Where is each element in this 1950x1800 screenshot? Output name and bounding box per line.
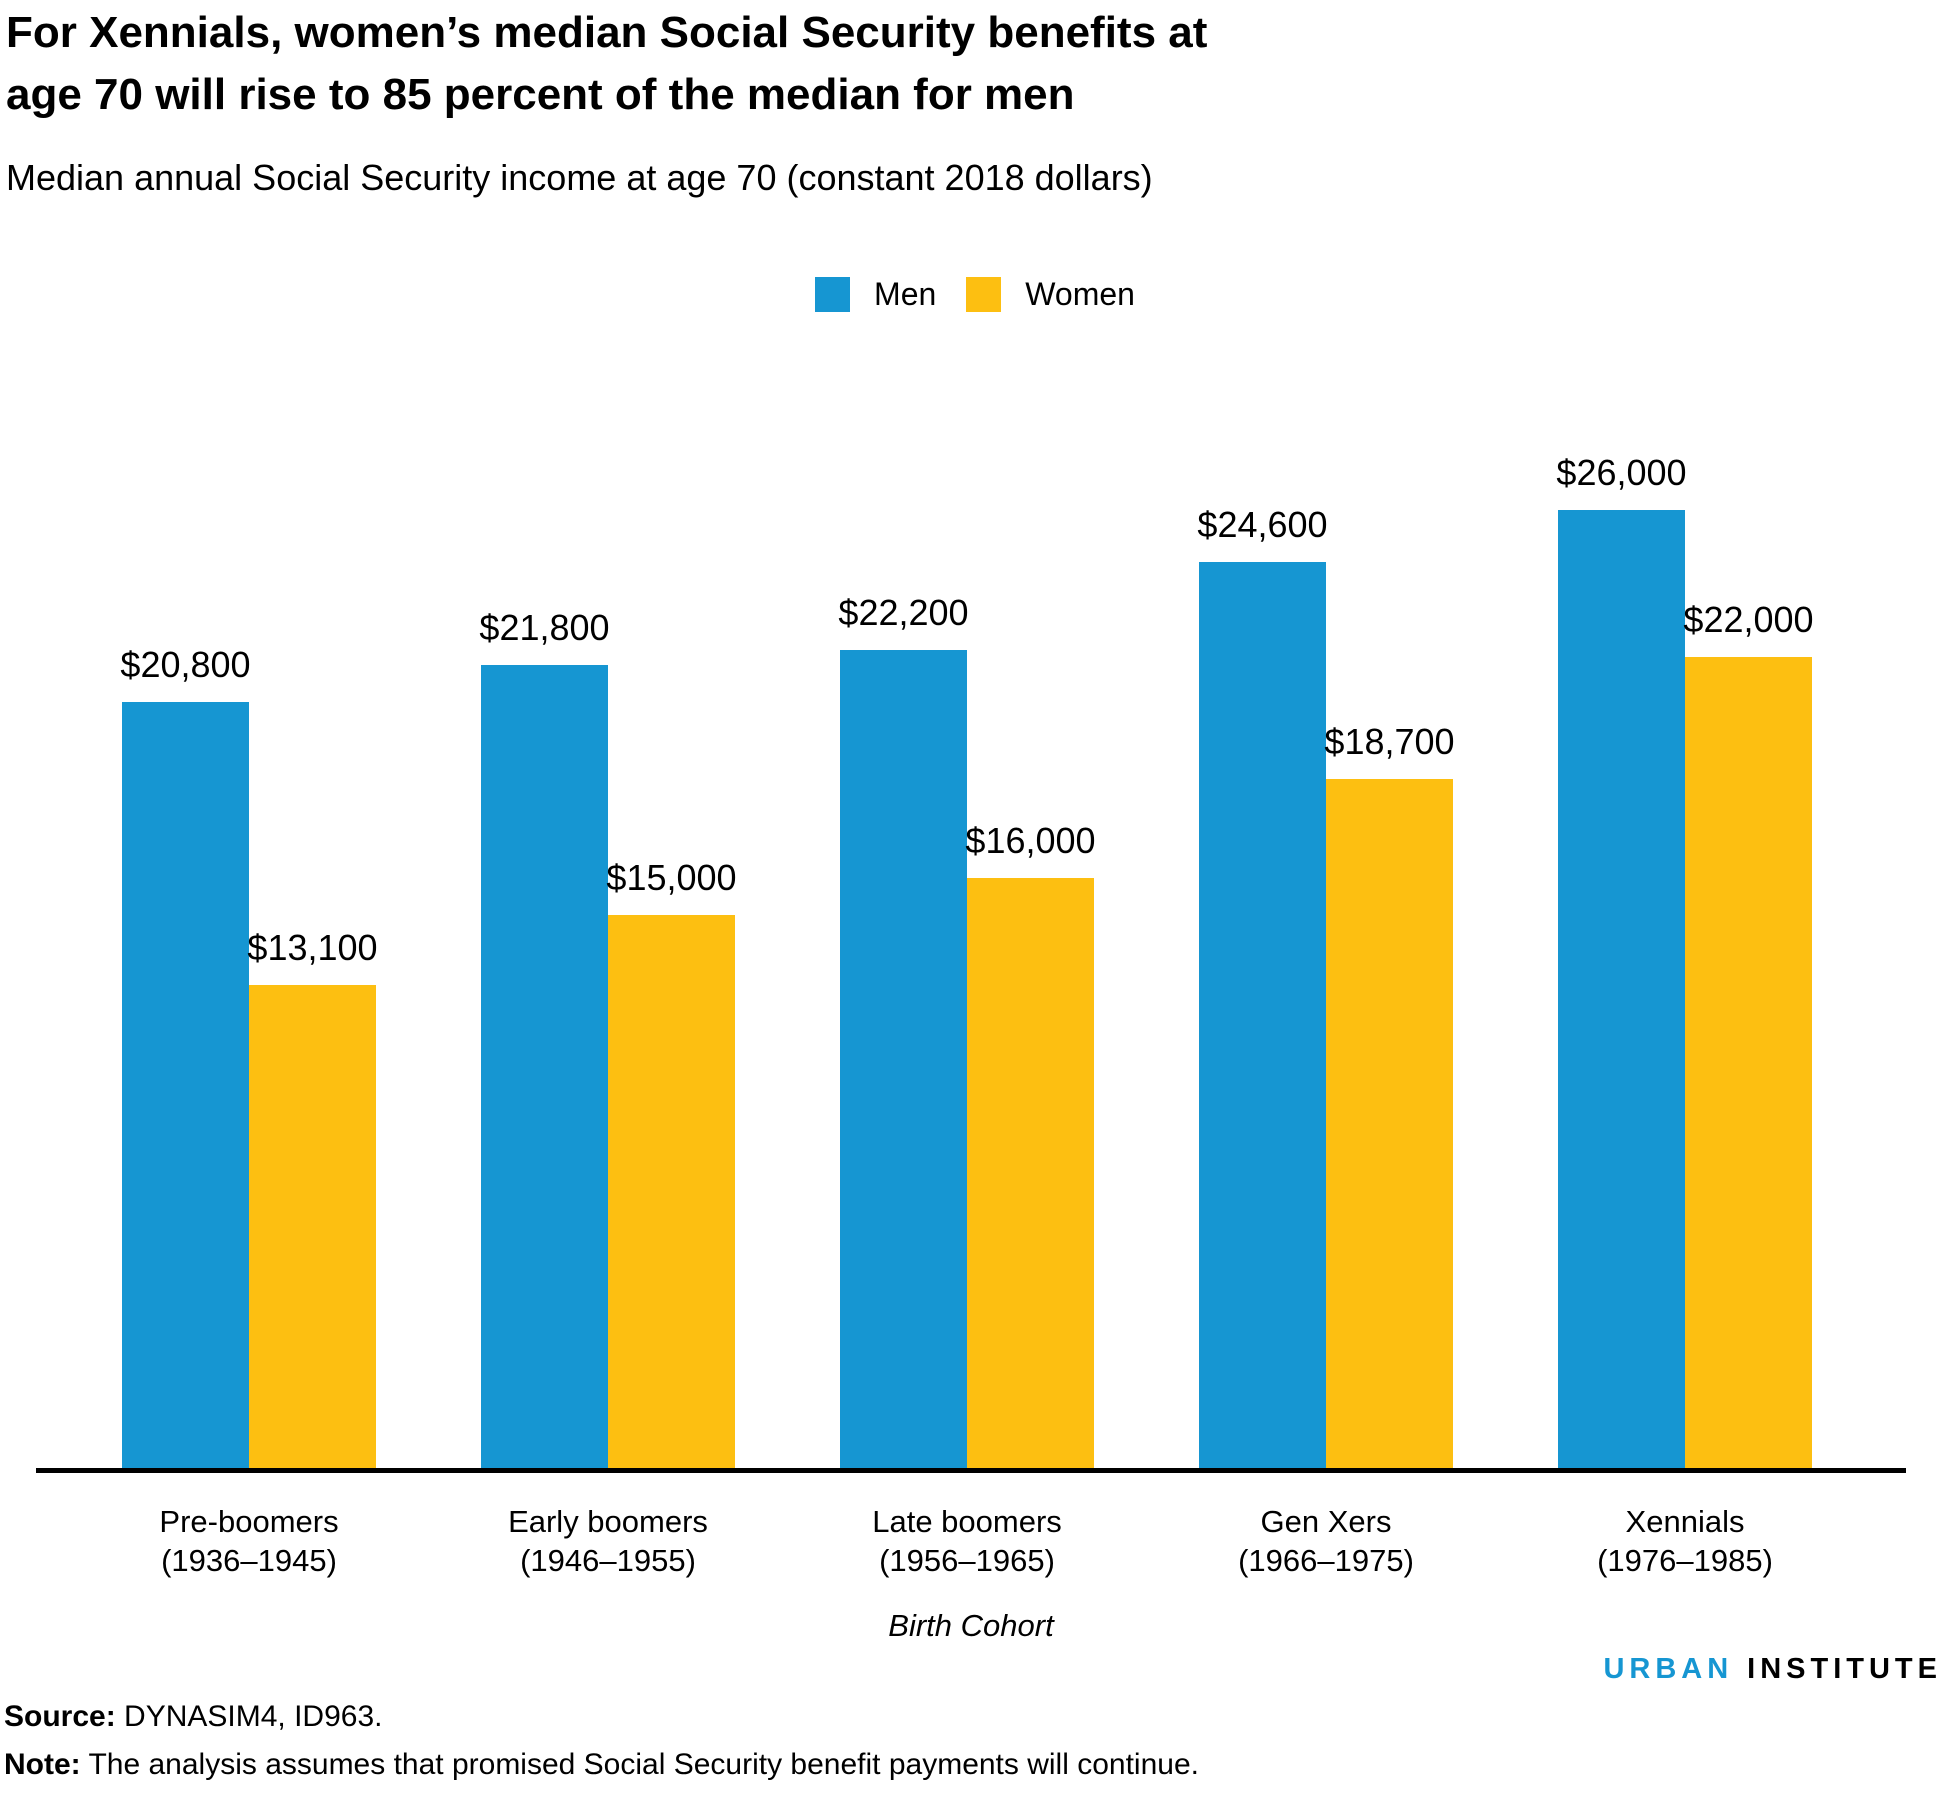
chart-title: For Xennials, women’s median Social Secu… [6,2,1207,126]
x-axis-labels: Pre-boomers (1936–1945) Early boomers (1946… [36,1502,1906,1592]
cohort-years: (1956–1965) [879,1543,1055,1578]
legend-label: Men [874,276,937,312]
source-label: Source: [4,1700,116,1733]
bar-value-men-xennials: $26,000 [1556,452,1687,493]
cohort-name: Early boomers [508,1504,708,1539]
cohort-name: Pre-boomers [159,1504,339,1539]
legend-label: Women [1025,276,1135,312]
logo-institute-text: INSTITUTE [1747,1653,1942,1685]
bar-women-gen-xers [1326,779,1453,1468]
bar-men-gen-xers [1199,562,1326,1468]
bar-men-xennials [1558,510,1685,1468]
source-text: DYNASIM4, ID963. [124,1700,383,1733]
bar-men-late-boomers [840,650,967,1468]
legend-swatch-women [966,277,1002,312]
bar-value-women-late-boomers: $16,000 [965,820,1096,861]
chart-title-line1: For Xennials, women’s median Social Secu… [6,8,1208,57]
cohort-name: Xennials [1625,1504,1745,1539]
x-axis-label-early-boomers: Early boomers (1946–1955) [508,1502,708,1580]
cohort-years: (1936–1945) [161,1543,337,1578]
x-axis-label-late-boomers: Late boomers (1956–1965) [872,1502,1062,1580]
bar-value-men-pre-boomers: $20,800 [120,644,251,685]
bar-women-late-boomers [967,878,1094,1468]
bar-value-women-pre-boomers: $13,100 [247,927,378,968]
bar-men-pre-boomers [122,702,249,1468]
note-text: The analysis assumes that promised Socia… [88,1748,1199,1781]
bar-women-early-boomers [608,915,735,1468]
bar-value-women-gen-xers: $18,700 [1324,721,1455,762]
cohort-name: Late boomers [872,1504,1062,1539]
note-label: Note: [4,1748,81,1781]
legend-item-men: Men [815,276,936,313]
cohort-years: (1976–1985) [1597,1543,1773,1578]
x-axis-label-xennials: Xennials (1976–1985) [1597,1502,1773,1580]
cohort-years: (1946–1955) [520,1543,696,1578]
x-axis-label-gen-xers: Gen Xers (1966–1975) [1238,1502,1414,1580]
source-line: Source: DYNASIM4, ID963. [4,1700,382,1734]
x-axis-line [36,1468,1906,1473]
bar-value-men-gen-xers: $24,600 [1197,504,1328,545]
bar-value-men-late-boomers: $22,200 [838,592,969,633]
bar-women-pre-boomers [249,985,376,1468]
legend: Men Women [0,276,1950,313]
bar-value-women-early-boomers: $15,000 [606,857,737,898]
legend-item-women: Women [966,276,1135,313]
urban-institute-logo: URBAN INSTITUTE [1603,1653,1942,1686]
note-line: Note: The analysis assumes that promised… [4,1748,1199,1782]
plot-area: $20,800 $13,100 $21,800 $15,000 $22,200 $16,0… [36,452,1906,1468]
legend-swatch-men [815,277,851,312]
cohort-name: Gen Xers [1260,1504,1392,1539]
chart-subtitle: Median annual Social Security income at … [6,157,1153,198]
bar-men-early-boomers [481,665,608,1468]
x-axis-title: Birth Cohort [888,1608,1054,1643]
bar-women-xennials [1685,657,1812,1468]
bar-value-women-xennials: $22,000 [1683,599,1814,640]
logo-urban-text: URBAN [1603,1653,1734,1685]
cohort-years: (1966–1975) [1238,1543,1414,1578]
bar-value-men-early-boomers: $21,800 [479,607,610,648]
chart-title-line2: age 70 will rise to 85 percent of the me… [6,70,1075,119]
x-axis-label-pre-boomers: Pre-boomers (1936–1945) [159,1502,338,1580]
